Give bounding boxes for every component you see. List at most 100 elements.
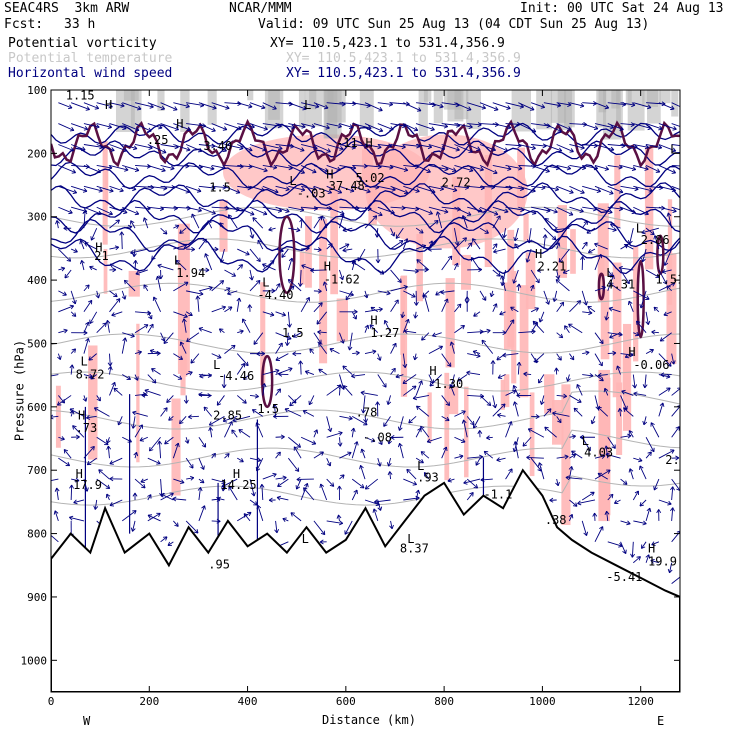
pv-shade-patch [525,252,536,310]
wind-vector-head [221,165,226,170]
wind-vector-head [667,568,673,574]
stratosphere-shade [627,90,645,131]
wind-vector [581,520,588,536]
wind-vector-head [686,190,690,194]
wind-vector-head [523,371,528,377]
wind-vector [518,144,536,149]
wind-vector [344,520,353,535]
wind-vector [582,374,594,377]
wind-vector [454,185,469,189]
wind-vector [569,454,576,459]
wind-vector [526,248,532,263]
wind-vector [594,469,611,480]
stratosphere-shade [647,90,661,124]
wind-vector-head [318,302,323,307]
wind-vector [552,412,570,417]
wind-vector [305,370,315,375]
wind-vector [172,498,187,501]
wind-vector [377,353,381,361]
wind-vector [645,269,660,278]
wind-vector-head [555,279,561,284]
wind-vector [288,436,301,448]
wind-vector-head [85,337,90,343]
wind-vector [70,311,77,317]
wind-vector-head [347,451,352,457]
wind-vector-head [89,319,94,324]
wind-vector [109,102,125,107]
wind-vector [143,217,149,229]
wind-vector-head [522,442,527,447]
wind-vector-head [510,306,515,311]
stratosphere-shade [625,90,632,106]
wind-vector-head [274,188,279,194]
wind-vector-head [427,246,432,252]
wind-vector [301,185,317,190]
wind-vector-head [449,341,455,346]
wind-vector-head [163,407,168,412]
wind-vector [398,416,404,431]
wind-vector-head [667,362,672,367]
wind-vector [463,478,481,484]
wind-vector [483,450,494,459]
pv-shade-patch [416,234,423,302]
wind-vector-head [241,318,247,323]
wind-vector [510,306,519,313]
wind-vector-head [273,414,277,419]
wind-vector [364,123,383,132]
wind-vector [122,226,132,229]
wind-vector [109,206,128,214]
wind-vector [505,164,523,170]
wind-vector [671,144,680,146]
wind-vector [620,478,628,485]
wind-vector-head [671,169,677,174]
wind-vector-head [377,144,382,150]
wind-vector [628,300,634,312]
wind-vector [571,450,583,459]
wind-vector-head [459,454,464,459]
wind-vector-head [106,439,111,444]
wind-vector [436,211,443,229]
wind-vector [316,311,328,325]
wind-vector-head [123,279,129,285]
wind-vector [429,374,442,387]
wind-vector-head [569,355,575,361]
wind-vector-head [308,400,313,406]
wind-vector [671,353,675,365]
pv-shade-patch [319,219,328,364]
wind-vector-head [296,476,301,482]
wind-vector-head [403,167,409,172]
wind-vector [467,353,481,357]
wind-vector-head [402,379,408,385]
wind-vector [556,332,564,339]
wind-vector [518,185,536,192]
wind-vector [323,281,328,291]
wind-vector-head [395,234,401,239]
wind-vector [629,228,634,245]
pv-shade-patch [305,216,312,288]
wind-vector-head [440,145,446,151]
wind-vector-head [69,364,75,369]
wind-vector [390,240,404,250]
wind-vector [179,227,187,234]
wind-vector [147,374,157,384]
wind-vector-head [107,362,113,367]
wind-vector-head [378,127,384,133]
wind-vector [96,290,100,299]
field-name-theta: Potential temperature [8,51,173,66]
wind-vector [203,406,213,417]
wind-vector [594,353,603,367]
wind-vector [415,380,423,396]
wind-vector-head [622,549,627,555]
wind-vector [642,248,647,263]
wind-vector-head [405,318,410,324]
wind-vector [326,144,344,150]
wind-vector-head [198,147,203,153]
wind-vector [556,144,574,153]
wind-vector-head [336,514,342,519]
wind-vector-head [191,213,196,218]
stratosphere-shade [466,90,481,130]
wind-vector [415,185,436,193]
wind-vector [633,185,653,192]
wind-vector [339,102,357,105]
wind-vector-head [650,422,655,427]
